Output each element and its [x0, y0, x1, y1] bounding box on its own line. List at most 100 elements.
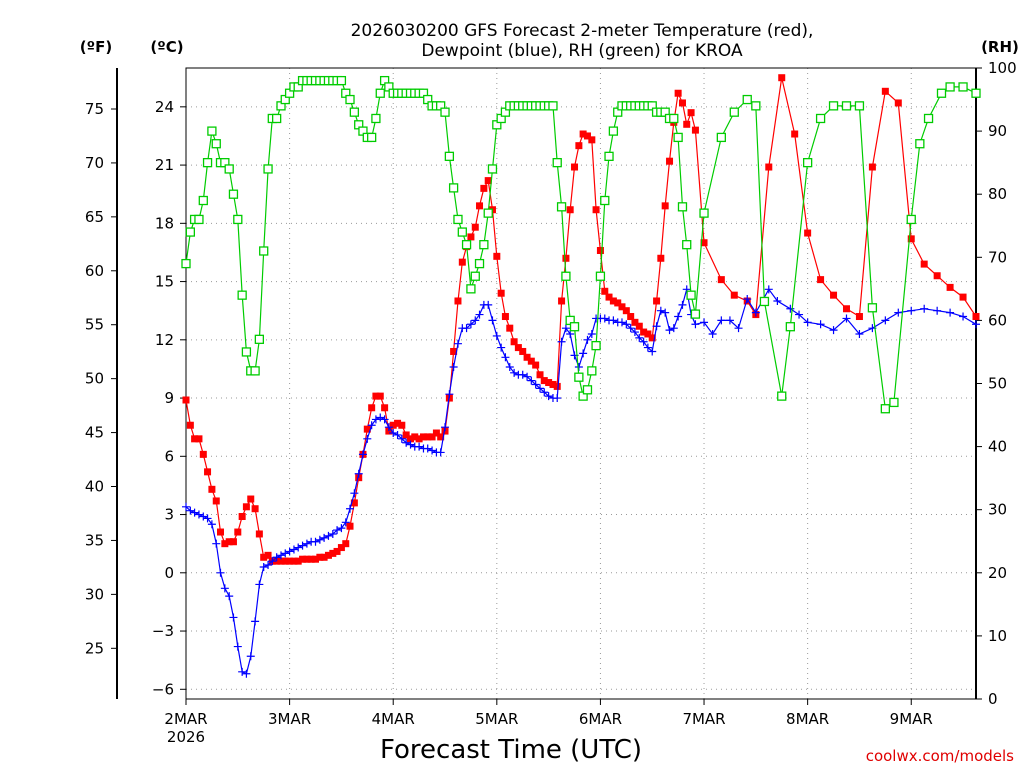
rh-point — [479, 240, 489, 250]
rh-point — [867, 303, 878, 313]
rh-point — [742, 94, 752, 105]
dewpoint-point — [708, 329, 717, 338]
dewpoint-point — [786, 304, 795, 313]
dewpoint-point — [557, 337, 566, 346]
temperature-point — [687, 109, 695, 117]
rh-tick-label: 60 — [988, 311, 1007, 329]
x-tick-label: 6MAR — [579, 710, 622, 728]
dewpoint-point — [803, 318, 812, 327]
dewpoint-point — [186, 506, 195, 515]
temperature-point — [519, 347, 527, 355]
dewpoint-point — [648, 347, 657, 356]
temperature-point — [579, 130, 587, 138]
rh-point — [587, 366, 597, 376]
temperature-point — [691, 126, 699, 134]
dewpoint-point — [333, 526, 342, 535]
celsius-tick-label: 0 — [164, 564, 174, 582]
rh-point — [457, 227, 467, 237]
rh-point — [207, 126, 217, 136]
dewpoint-point — [492, 331, 501, 340]
dewpoint-point — [453, 339, 462, 348]
fahrenheit-tick-label: 50 — [85, 370, 104, 388]
dewpoint-point — [251, 617, 260, 626]
temperature-point — [242, 503, 250, 511]
credit-link[interactable]: coolwx.com/models — [866, 747, 1014, 765]
dewpoint-point — [238, 667, 247, 676]
x-tick-sublabel: 2026 — [167, 728, 205, 746]
rh-tick-label: 100 — [988, 59, 1017, 77]
temperature-point — [221, 540, 229, 548]
rh-point — [448, 183, 459, 193]
dewpoint-point — [302, 539, 311, 548]
rh-point — [591, 340, 601, 351]
fahrenheit-tick-label: 65 — [85, 208, 104, 226]
dewpoint-point — [773, 296, 782, 305]
celsius-tick-label: 3 — [164, 506, 174, 524]
temperature-point — [972, 313, 980, 321]
dewpoint-point — [194, 510, 203, 519]
rh-point — [854, 101, 865, 111]
dewpoint-point — [346, 504, 355, 513]
rh-point — [777, 391, 787, 401]
dewpoint-point — [216, 568, 225, 577]
x-tick-label: 3MAR — [268, 710, 311, 728]
rh-point — [677, 202, 688, 212]
fahrenheit-tick-label: 25 — [85, 639, 104, 657]
dewpoint-point — [579, 349, 588, 358]
temperature-point — [217, 528, 225, 536]
celsius-tick-label: 24 — [155, 98, 174, 116]
temperature-point — [566, 206, 574, 214]
rh-point — [815, 113, 826, 124]
temperature-point — [523, 353, 531, 361]
rh-point — [263, 164, 273, 174]
dewpoint-point — [389, 429, 398, 438]
dewpoint-point — [328, 529, 337, 538]
fahrenheit-tick-label: 30 — [85, 585, 104, 603]
rh-point — [686, 290, 696, 300]
temperature-point — [588, 136, 596, 144]
rh-point — [751, 101, 761, 111]
rh-tick-label: 0 — [988, 690, 998, 708]
temperature-point — [640, 328, 648, 336]
temperature-point — [855, 313, 863, 321]
rh-point — [444, 151, 455, 161]
temperature-point — [432, 429, 440, 437]
rh-tick-label: 40 — [988, 438, 1007, 456]
dewpoint-point — [656, 306, 665, 315]
temperature-point — [583, 132, 591, 140]
rh-point — [272, 113, 282, 124]
temperature-point — [558, 297, 566, 305]
dewpoint-point — [553, 394, 562, 403]
dewpoint-point — [639, 337, 648, 346]
dewpoint-point — [207, 520, 216, 529]
dewpoint-point — [255, 580, 264, 589]
rh-point — [474, 258, 485, 269]
dewpoint-point — [643, 343, 652, 352]
chart-title-line2: Dewpoint (blue), RH (green) for KROA — [421, 41, 743, 61]
dewpoint-point — [311, 537, 320, 546]
temperature-point — [458, 258, 466, 266]
temperature-point — [614, 299, 622, 307]
dewpoint-point — [497, 343, 506, 352]
temperature-point — [506, 324, 514, 332]
temperature-point — [303, 555, 311, 563]
dewpoint-point — [920, 304, 929, 313]
dewpoint-point — [259, 562, 268, 571]
temperature-point — [553, 382, 561, 390]
temperature-point — [622, 307, 630, 315]
dewpoint-point — [415, 442, 424, 451]
dewpoint-point — [600, 314, 609, 323]
dewpoint-point — [384, 423, 393, 432]
temperature-point — [575, 142, 583, 150]
dewpoint-point — [406, 440, 415, 449]
rh-point — [828, 101, 839, 111]
dewpoint-point — [341, 518, 350, 527]
dewpoint-point — [764, 285, 773, 294]
rh-point — [608, 126, 619, 136]
dewpoint-point — [700, 318, 709, 327]
temperature-point — [394, 419, 402, 427]
dewpoint-point — [298, 541, 307, 550]
dewpoint-point — [320, 533, 329, 542]
rh-point — [487, 164, 498, 174]
